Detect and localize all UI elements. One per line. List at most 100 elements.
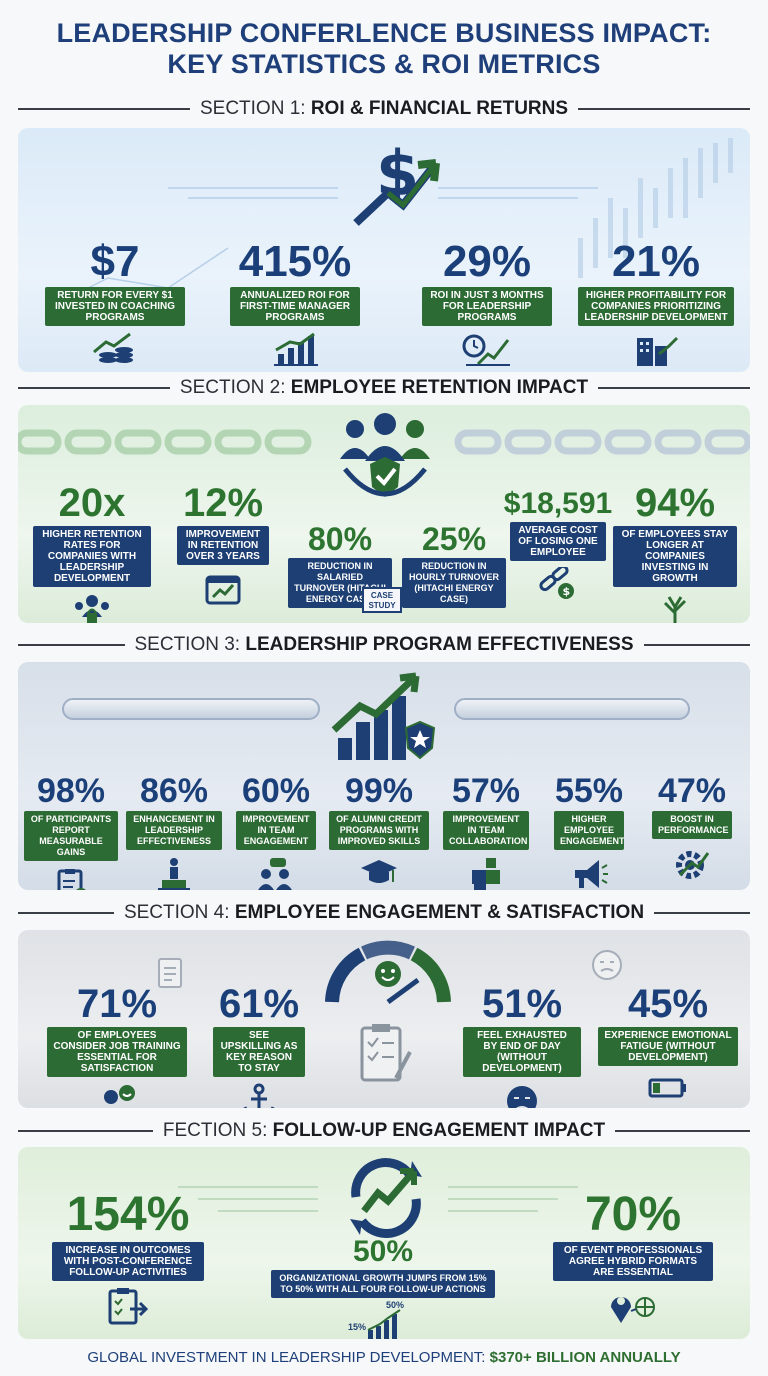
broken-chain-dollar-icon: $ (539, 567, 574, 599)
section-1-name: ROI & FINANCIAL RETURNS (310, 98, 569, 119)
section-4-panel: 71% OF EMPLOYEES CONSIDER JOB TRAINING E… (18, 930, 750, 1108)
stat-value: 21% (611, 237, 701, 286)
stat-label: ANNUALIZED ROI FOR FIRST-TIME MANAGER PR… (230, 287, 360, 326)
stat-value: $18,591 (503, 487, 613, 520)
stat-emotional-fatigue: 45% EXPERIENCE EMOTIONAL FATIGUE (WITHOU… (596, 984, 740, 1102)
stat-manager-roi: 415% ANNUALIZED ROI FOR FIRST-TIME MANAG… (220, 240, 370, 366)
stat-value: 99% (344, 772, 414, 810)
case-study-icon: CASE STUDY (362, 587, 402, 613)
stat-label: OF PARTICIPANTS REPORT MEASURABLE GAINS (24, 811, 118, 861)
background-decoration (47, 138, 733, 309)
growth-to-label: 50% (386, 1300, 405, 1310)
stat-value: 415% (238, 237, 352, 286)
stat-label: OF EMPLOYEES STAY LONGER AT COMPANIES IN… (613, 526, 737, 587)
stat-value: 12% (182, 481, 264, 525)
footer-banner: GLOBAL INVESTMENT IN LEADERSHIP DEVELOPM… (0, 1349, 768, 1366)
bar-chart-icon (274, 332, 318, 366)
team-shield-icon (340, 413, 430, 497)
stat-label: BOOST IN PERFORMANCE (652, 811, 732, 839)
stat-value: 20x (58, 481, 126, 525)
people-chat-icon (258, 858, 292, 890)
stat-value: 57% (451, 772, 521, 810)
team-lock-icon (75, 595, 109, 623)
low-battery-icon (648, 1078, 686, 1098)
stat-label: ENHANCEMENT IN LEADERSHIP EFFECTIVENESS (126, 811, 222, 850)
person-smile-icon (104, 1085, 135, 1104)
growth-chart-badge-icon (331, 672, 436, 760)
gear-growth-icon (676, 851, 710, 879)
stat-three-month-roi: 29% ROI IN JUST 3 MONTHS FOR LEADERSHIP … (412, 240, 562, 366)
stat-label: FEEL EXHAUSTED BY END OF DAY (WITHOUT DE… (463, 1027, 581, 1077)
footer-text: GLOBAL INVESTMENT IN LEADERSHIP DEVELOPM… (87, 1349, 486, 1366)
progress-bar-left (62, 698, 320, 720)
chain-decoration (18, 429, 750, 455)
stat-profitability: 21% HIGHER PROFITABILITY FOR COMPANIES P… (576, 240, 736, 366)
progress-bar-right (454, 698, 690, 720)
stat-label: AVERAGE COST OF LOSING ONE EMPLOYEE (510, 522, 606, 561)
stat-label: OF ALUMNI CREDIT PROGRAMS WITH IMPROVED … (329, 811, 429, 850)
growth-from-label: 15% (348, 1322, 367, 1332)
page-title: LEADERSHIP CONFERLENCE BUSINESS IMPACT: … (0, 18, 768, 80)
stat-value: 25% (421, 521, 487, 557)
checklist-icon (158, 958, 182, 988)
section-1-panel: $ $7 RETURN FOR EVERY $1 INVESTED IN COA… (18, 128, 750, 372)
stat-value: 47% (657, 772, 727, 810)
stat-label: HIGHER RETENTION RATES FOR COMPANIES WIT… (33, 526, 151, 587)
circuit-decoration (178, 1186, 578, 1212)
stat-value: 70% (584, 1188, 682, 1241)
satisfaction-gauge-icon (325, 940, 451, 1005)
growth-bars-icon: 15% 50% (348, 1300, 418, 1339)
stat-label: ORGANIZATIONAL GROWTH JUMPS FROM 15% TO … (271, 1270, 495, 1298)
megaphone-icon (575, 860, 608, 888)
section-2-prefix: SECTION 2: (179, 377, 286, 398)
stat-hourly-turnover: 25% REDUCTION IN HOURLY TURNOVER (HITACH… (402, 523, 506, 608)
stat-value: $7 (90, 237, 140, 286)
stat-label: HIGHER EMPLOYEE ENGAGEMENT (554, 811, 625, 850)
stat-value: 60% (241, 772, 311, 810)
section-3-header: SECTION 3: LEADERSHIP PROGRAM EFFECTIVEN… (18, 633, 751, 657)
section-5-prefix: FECTION 5: (162, 1120, 268, 1141)
stat-value: 55% (554, 772, 624, 810)
stat-organizational-growth: 50% ORGANIZATIONAL GROWTH JUMPS FROM 15%… (270, 1237, 496, 1339)
stat-label: SEE UPSKILLING AS KEY REASON TO STAY (213, 1027, 305, 1077)
location-network-icon (611, 1297, 655, 1323)
stat-followup-outcomes: 154% INCREASE IN OUTCOMES WITH POST-CONF… (38, 1191, 218, 1327)
section-5-header: FECTION 5: FOLLOW-UP ENGAGEMENT IMPACT (18, 1119, 751, 1143)
stat-value: 154% (66, 1188, 190, 1241)
section-1-header: SECTION 1: ROI & FINANCIAL RETURNS (18, 97, 751, 121)
stat-label: EXPERIENCE EMOTIONAL FATIGUE (WITHOUT DE… (598, 1027, 738, 1066)
stat-label: INCREASE IN OUTCOMES WITH POST-CONFERENC… (52, 1242, 204, 1281)
stat-value: 86% (139, 772, 209, 810)
stat-exhausted: 51% FEEL EXHAUSTED BY END OF DAY (WITHOU… (462, 984, 582, 1108)
case-study-label: CASE STUDY (368, 591, 396, 610)
stat-value: 29% (442, 237, 532, 286)
stat-label: HIGHER PROFITABILITY FOR COMPANIES PRIOR… (578, 287, 734, 326)
checklist-arrow-icon (108, 1288, 149, 1325)
stat-label: IMPROVEMENT IN RETENTION OVER 3 YEARS (177, 526, 269, 565)
puzzle-icon (472, 858, 500, 890)
stat-retention-rates: 20x HIGHER RETENTION RATES FOR COMPANIES… (32, 483, 152, 623)
section-4-header: SECTION 4: EMPLOYEE ENGAGEMENT & SATISFA… (18, 901, 750, 925)
stat-cost-of-losing: $18,591 AVERAGE COST OF LOSING ONE EMPLO… (496, 483, 620, 601)
stat-leadership-effectiveness: 86% ENHANCEMENT IN LEADERSHIP EFFECTIVEN… (126, 774, 222, 890)
stat-label: ROI IN JUST 3 MONTHS FOR LEADERSHIP PROG… (422, 287, 552, 326)
clipboard-check-icon (57, 869, 86, 890)
growth-bars-chart (367, 1309, 401, 1339)
footer-value: $370+ BILLION ANNUALLY (489, 1349, 681, 1366)
stat-team-engagement: 60% IMPROVEMENT IN TEAM ENGAGEMENT (230, 774, 322, 890)
stat-upskilling: 61% SEE UPSKILLING AS KEY REASON TO STAY (204, 984, 314, 1108)
stat-label: OF EMPLOYEES CONSIDER JOB TRAINING ESSEN… (47, 1027, 187, 1077)
svg-text:$: $ (563, 585, 571, 598)
stat-label: RETURN FOR EVERY $1 INVESTED IN COACHING… (45, 287, 185, 326)
stat-value: 61% (218, 982, 300, 1026)
stat-hybrid-formats: 70% OF EVENT PROFESSIONALS AGREE HYBRID … (538, 1191, 728, 1327)
section-2-panel: 20x HIGHER RETENTION RATES FOR COMPANIES… (18, 405, 750, 623)
clock-growth-icon (462, 334, 510, 366)
section-4-name: EMPLOYEE ENGAGEMENT & SATISFACTION (234, 902, 645, 923)
section-3-name: LEADERSHIP PROGRAM EFFECTIVENESS (245, 634, 634, 655)
stat-value: 45% (627, 982, 709, 1026)
stat-label: OF EVENT PROFESSIONALS AGREE HYBRID FORM… (553, 1242, 713, 1281)
stat-retention-improvement: 12% IMPROVEMENT IN RETENTION OVER 3 YEAR… (168, 483, 278, 605)
section-2-header: SECTION 2: EMPLOYEE RETENTION IMPACT (18, 376, 751, 400)
podium-leader-icon (158, 858, 190, 890)
